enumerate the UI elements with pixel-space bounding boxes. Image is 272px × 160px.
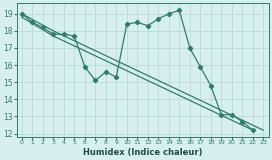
X-axis label: Humidex (Indice chaleur): Humidex (Indice chaleur) (83, 148, 202, 156)
